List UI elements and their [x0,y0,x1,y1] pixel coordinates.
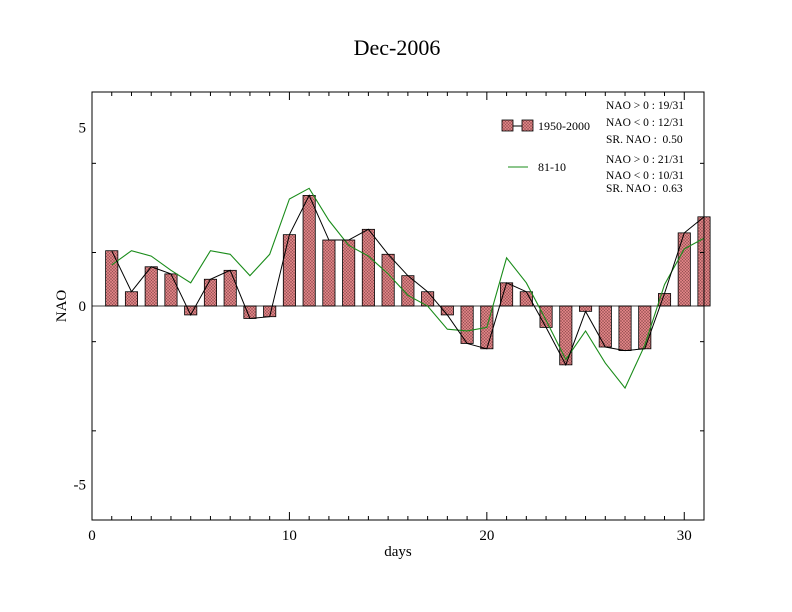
y-tick-label: 5 [79,121,87,137]
bar-day-26 [598,305,612,348]
x-tick-label: 30 [677,528,692,544]
legend-stat-1950-neg: NAO < 0 : 12/31 [606,117,684,129]
plot-frame [91,91,705,521]
bar-day-6 [203,278,217,307]
x-axis-label: days [384,544,412,560]
y-axis-label: NAO [54,290,70,323]
line-series-81-10 [111,187,705,390]
legend-label-81-10: 81-10 [538,160,566,174]
line-series-1950-2000 [111,194,705,367]
line-series [92,187,705,390]
legend-label-1950-2000: 1950-2000 [538,119,590,133]
legend-stat-1950-pos: NAO > 0 : 19/31 [606,100,684,112]
x-axis: 0 10 20 30 [88,92,705,544]
bar-day-14 [361,228,375,307]
x-tick-label: 10 [282,528,297,544]
bar-day-30 [677,232,691,307]
bar-day-7 [223,269,237,307]
bar-day-12 [322,239,336,307]
y-axis: -5 0 5 [74,121,704,521]
y-tick-label: -5 [74,477,87,493]
chart-title: Dec-2006 [354,35,441,60]
bar-series-1950-2000 [105,195,711,366]
legend-bar-swatch-left [501,119,514,132]
legend-stat-8110-neg: NAO < 0 : 10/31 [606,170,684,182]
bar-day-10 [282,234,296,307]
legend-stat-8110-sr: SR. NAO : 0.63 [606,183,683,195]
bar-day-11 [302,195,316,307]
bar-day-27 [618,305,632,351]
bar-day-15 [381,253,395,307]
legend-bar-swatch-right [521,119,534,132]
bar-day-2 [124,291,139,307]
legend-stat-8110-pos: NAO > 0 : 21/31 [606,154,684,166]
bar-day-23 [539,305,553,328]
x-tick-label: 20 [479,528,494,544]
bar-day-28 [638,305,652,350]
bar-day-21 [500,282,514,307]
x-tick-label: 0 [88,528,96,544]
y-tick-label: 0 [79,299,87,315]
legend: 1950-2000 81-10 NAO > 0 : 19/31 NAO < 0 … [501,100,684,195]
legend-stat-1950-sr: SR. NAO : 0.50 [606,134,683,146]
bar-day-13 [342,239,356,307]
bar-day-4 [164,273,178,307]
